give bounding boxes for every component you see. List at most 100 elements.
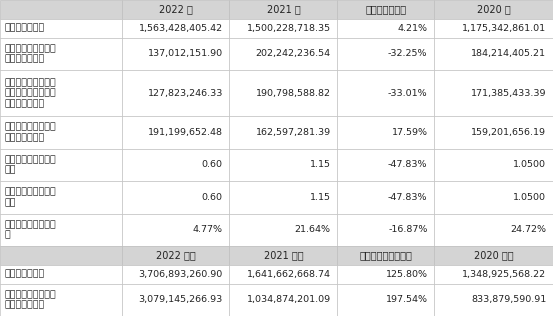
Text: 197.54%: 197.54%	[385, 295, 427, 304]
Text: 171,385,433.39: 171,385,433.39	[471, 88, 546, 98]
Bar	[229, 246, 337, 265]
Text: -33.01%: -33.01%	[388, 88, 427, 98]
Bar	[434, 116, 553, 149]
Text: 2022 年: 2022 年	[159, 4, 192, 14]
Bar	[229, 38, 337, 70]
Bar	[0, 116, 122, 149]
Bar	[434, 214, 553, 246]
Text: 833,879,590.91: 833,879,590.91	[471, 295, 546, 304]
Bar	[337, 246, 434, 265]
Text: 137,012,151.90: 137,012,151.90	[148, 49, 223, 58]
Text: 191,199,652.48: 191,199,652.48	[148, 128, 223, 137]
Text: 本年末比上年末增减: 本年末比上年末增减	[359, 250, 412, 260]
Bar	[122, 246, 229, 265]
Text: 归属于上市公司股东
的扣除非经常性损益
的净利润（元）: 归属于上市公司股东 的扣除非经常性损益 的净利润（元）	[4, 78, 56, 108]
Bar	[122, 214, 229, 246]
Bar	[229, 283, 337, 316]
Bar	[434, 181, 553, 214]
Text: 184,214,405.21: 184,214,405.21	[471, 49, 546, 58]
Text: 4.21%: 4.21%	[398, 24, 427, 33]
Text: 加权平均净资产收益
率: 加权平均净资产收益 率	[4, 220, 56, 240]
Text: -16.87%: -16.87%	[388, 225, 427, 234]
Text: 3,079,145,266.93: 3,079,145,266.93	[139, 295, 223, 304]
Bar	[122, 116, 229, 149]
Text: 本年比上年增减: 本年比上年增减	[365, 4, 406, 14]
Text: 2022 年末: 2022 年末	[156, 250, 195, 260]
Text: 稀释每股收益（元／
股）: 稀释每股收益（元／ 股）	[4, 188, 56, 207]
Bar	[0, 149, 122, 181]
Bar	[434, 149, 553, 181]
Text: 1.0500: 1.0500	[513, 160, 546, 169]
Text: 归属于上市公司股东
的净利润（元）: 归属于上市公司股东 的净利润（元）	[4, 44, 56, 64]
Text: 基本每股收益（元／
股）: 基本每股收益（元／ 股）	[4, 155, 56, 174]
Bar	[434, 70, 553, 116]
Text: -47.83%: -47.83%	[388, 193, 427, 202]
Bar	[229, 265, 337, 283]
Bar	[0, 283, 122, 316]
Text: 1.15: 1.15	[310, 193, 331, 202]
Text: 202,242,236.54: 202,242,236.54	[255, 49, 331, 58]
Text: 1,034,874,201.09: 1,034,874,201.09	[247, 295, 331, 304]
Text: -47.83%: -47.83%	[388, 160, 427, 169]
Text: 1.15: 1.15	[310, 160, 331, 169]
Bar	[337, 19, 434, 38]
Bar	[122, 0, 229, 19]
Text: 资产总额（元）: 资产总额（元）	[4, 270, 45, 279]
Text: 营业收入（元）: 营业收入（元）	[4, 24, 45, 33]
Text: 2020 年末: 2020 年末	[474, 250, 513, 260]
Text: 21.64%: 21.64%	[295, 225, 331, 234]
Text: 24.72%: 24.72%	[510, 225, 546, 234]
Bar	[122, 283, 229, 316]
Text: 3,706,893,260.90: 3,706,893,260.90	[139, 270, 223, 279]
Text: 17.59%: 17.59%	[392, 128, 427, 137]
Bar	[122, 265, 229, 283]
Bar	[0, 246, 122, 265]
Bar	[229, 214, 337, 246]
Bar	[229, 116, 337, 149]
Text: 经营活动产生的现金
流量净额（元）: 经营活动产生的现金 流量净额（元）	[4, 123, 56, 142]
Bar	[0, 214, 122, 246]
Bar	[337, 149, 434, 181]
Bar	[337, 116, 434, 149]
Bar	[0, 181, 122, 214]
Bar	[434, 0, 553, 19]
Bar	[122, 19, 229, 38]
Text: 0.60: 0.60	[202, 160, 223, 169]
Text: 190,798,588.82: 190,798,588.82	[255, 88, 331, 98]
Bar	[229, 0, 337, 19]
Bar	[434, 265, 553, 283]
Text: 1,175,342,861.01: 1,175,342,861.01	[462, 24, 546, 33]
Bar	[337, 214, 434, 246]
Bar	[434, 283, 553, 316]
Text: 2021 年末: 2021 年末	[264, 250, 303, 260]
Text: 1,641,662,668.74: 1,641,662,668.74	[247, 270, 331, 279]
Text: 125.80%: 125.80%	[385, 270, 427, 279]
Bar	[0, 265, 122, 283]
Bar	[122, 70, 229, 116]
Bar	[229, 19, 337, 38]
Bar	[434, 19, 553, 38]
Bar	[434, 38, 553, 70]
Text: 1.0500: 1.0500	[513, 193, 546, 202]
Bar	[337, 181, 434, 214]
Text: 159,201,656.19: 159,201,656.19	[471, 128, 546, 137]
Bar	[434, 246, 553, 265]
Text: 127,823,246.33: 127,823,246.33	[148, 88, 223, 98]
Text: 0.60: 0.60	[202, 193, 223, 202]
Bar	[122, 38, 229, 70]
Bar	[0, 19, 122, 38]
Bar	[337, 0, 434, 19]
Text: 2021 年: 2021 年	[267, 4, 300, 14]
Bar	[229, 149, 337, 181]
Bar	[337, 283, 434, 316]
Bar	[0, 38, 122, 70]
Bar	[122, 149, 229, 181]
Text: -32.25%: -32.25%	[388, 49, 427, 58]
Bar	[337, 265, 434, 283]
Text: 162,597,281.39: 162,597,281.39	[255, 128, 331, 137]
Bar	[337, 70, 434, 116]
Bar	[0, 0, 122, 19]
Bar	[122, 181, 229, 214]
Text: 2020 年: 2020 年	[477, 4, 510, 14]
Text: 归属于上市公司股东
的净资产（元）: 归属于上市公司股东 的净资产（元）	[4, 290, 56, 309]
